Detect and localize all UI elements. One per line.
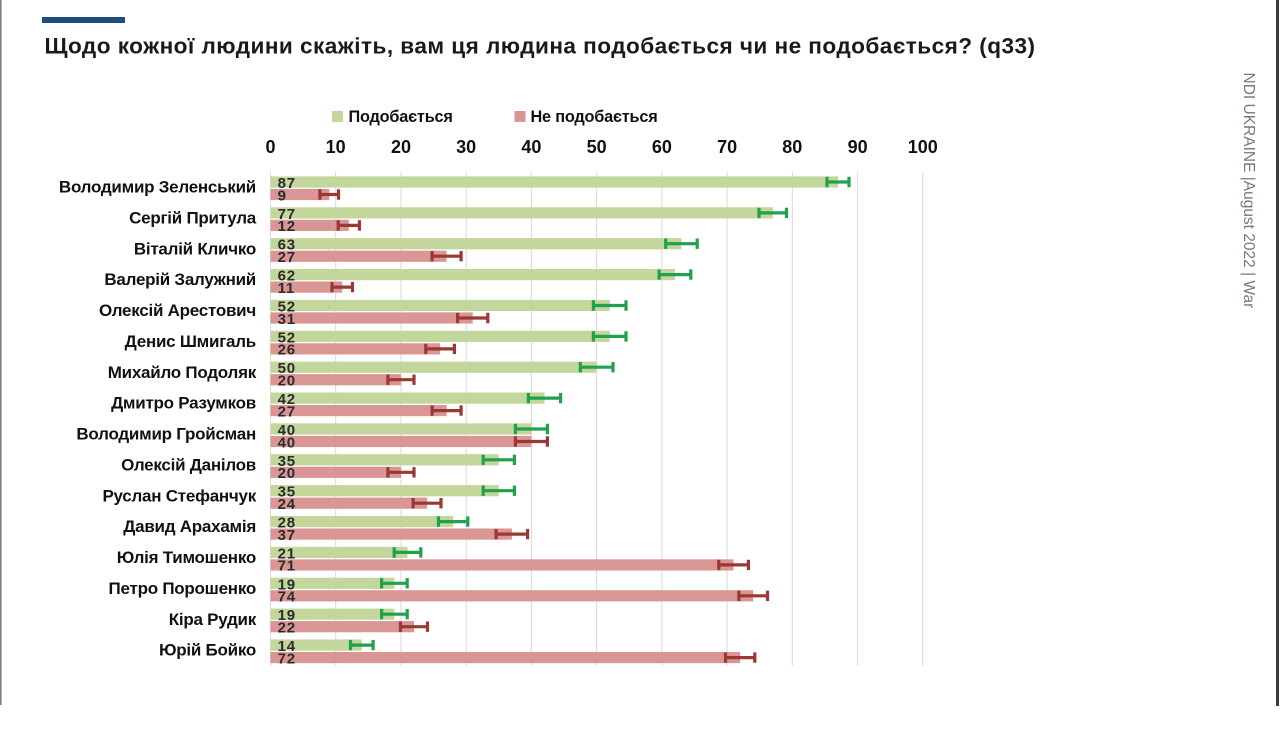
svg-text:Юрій Бойко: Юрій Бойко bbox=[159, 641, 256, 660]
svg-text:37: 37 bbox=[278, 527, 296, 544]
svg-text:Дмитро Разумков: Дмитро Разумков bbox=[111, 394, 256, 413]
svg-text:Володимир Гройсман: Володимир Гройсман bbox=[76, 425, 256, 444]
svg-text:31: 31 bbox=[278, 311, 296, 328]
svg-text:71: 71 bbox=[278, 558, 296, 575]
svg-text:Олексій Данілов: Олексій Данілов bbox=[121, 455, 256, 474]
svg-text:20: 20 bbox=[278, 373, 296, 390]
svg-text:77: 77 bbox=[278, 206, 296, 223]
svg-text:19: 19 bbox=[278, 607, 296, 624]
svg-text:90: 90 bbox=[848, 137, 868, 157]
svg-text:27: 27 bbox=[278, 403, 296, 420]
svg-text:Петро Порошенко: Петро Порошенко bbox=[109, 579, 256, 598]
svg-text:27: 27 bbox=[278, 249, 296, 266]
svg-text:50: 50 bbox=[278, 360, 296, 377]
svg-text:62: 62 bbox=[278, 268, 296, 285]
svg-text:87: 87 bbox=[278, 175, 296, 192]
svg-text:Руслан Стефанчук: Руслан Стефанчук bbox=[102, 486, 256, 505]
svg-text:20: 20 bbox=[278, 465, 296, 482]
svg-text:63: 63 bbox=[278, 237, 296, 254]
svg-text:60: 60 bbox=[652, 137, 672, 157]
svg-text:Юлія Тимошенко: Юлія Тимошенко bbox=[117, 548, 256, 567]
svg-text:52: 52 bbox=[278, 329, 296, 346]
svg-text:Щодо кожної людини скажіть, ва: Щодо кожної людини скажіть, вам ця людин… bbox=[45, 34, 1036, 59]
svg-text:40: 40 bbox=[278, 422, 296, 439]
svg-text:Віталій Кличко: Віталій Кличко bbox=[134, 239, 256, 258]
svg-text:Михайло Подоляк: Михайло Подоляк bbox=[108, 363, 257, 382]
svg-text:Володимир Зеленський: Володимир Зеленський bbox=[59, 178, 256, 197]
svg-text:Денис Шмигаль: Денис Шмигаль bbox=[125, 332, 256, 351]
svg-text:Не подобається: Не подобається bbox=[531, 108, 658, 126]
svg-text:21: 21 bbox=[278, 545, 296, 562]
svg-text:19: 19 bbox=[278, 576, 296, 593]
svg-text:Валерій Залужний: Валерій Залужний bbox=[104, 270, 256, 289]
svg-text:Кіра Рудик: Кіра Рудик bbox=[169, 610, 257, 629]
svg-text:100: 100 bbox=[908, 137, 938, 157]
svg-text:26: 26 bbox=[278, 342, 296, 359]
svg-text:74: 74 bbox=[278, 589, 296, 606]
svg-text:40: 40 bbox=[278, 434, 296, 451]
svg-text:35: 35 bbox=[278, 484, 296, 501]
svg-text:22: 22 bbox=[278, 620, 296, 637]
svg-text:35: 35 bbox=[278, 453, 296, 470]
svg-text:11: 11 bbox=[278, 280, 295, 297]
svg-text:52: 52 bbox=[278, 299, 296, 316]
svg-text:Давид Арахамія: Давид Арахамія bbox=[123, 517, 256, 536]
svg-text:40: 40 bbox=[521, 137, 541, 157]
svg-text:Сергій Притула: Сергій Притула bbox=[129, 209, 257, 228]
svg-text:NDI UKRAINE |August 2022 | War: NDI UKRAINE |August 2022 | War bbox=[1240, 73, 1257, 309]
svg-text:30: 30 bbox=[456, 137, 476, 157]
svg-text:14: 14 bbox=[278, 638, 296, 655]
svg-text:Подобається: Подобається bbox=[349, 108, 453, 126]
svg-text:Олексій Арестович: Олексій Арестович bbox=[99, 301, 256, 320]
svg-text:20: 20 bbox=[391, 137, 411, 157]
svg-text:10: 10 bbox=[326, 137, 346, 157]
svg-text:80: 80 bbox=[782, 137, 802, 157]
svg-text:28: 28 bbox=[278, 515, 296, 532]
svg-text:9: 9 bbox=[278, 187, 287, 204]
svg-text:72: 72 bbox=[278, 650, 296, 667]
svg-text:42: 42 bbox=[278, 391, 296, 408]
svg-text:50: 50 bbox=[587, 137, 607, 157]
svg-text:24: 24 bbox=[278, 496, 296, 513]
svg-text:70: 70 bbox=[717, 137, 737, 157]
svg-text:0: 0 bbox=[265, 137, 275, 157]
svg-text:12: 12 bbox=[278, 218, 296, 235]
